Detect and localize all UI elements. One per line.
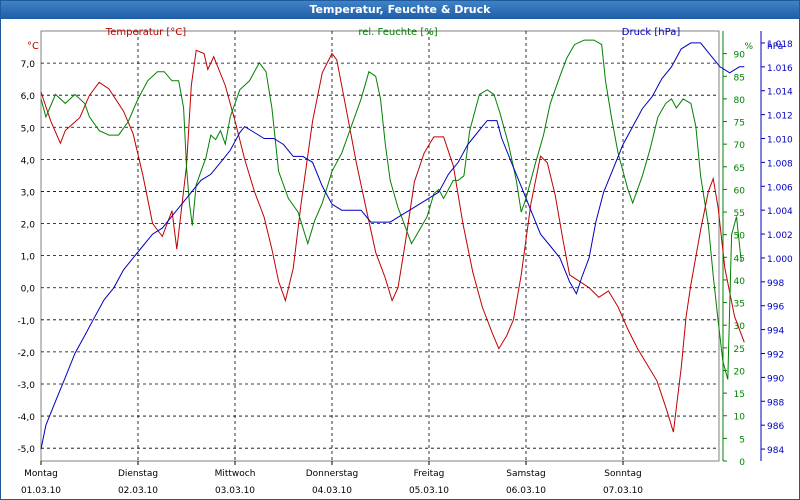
window-title: Temperatur, Feuchte & Druck	[1, 1, 799, 19]
temp-tick-label: -4,0	[17, 413, 35, 423]
hum-tick-label: 15	[734, 390, 745, 400]
x-tick-date: 06.03.10	[506, 486, 546, 496]
x-tick-day: Dienstag	[118, 469, 158, 479]
press-tick-label: 990	[767, 374, 784, 384]
press-unit-label: hPa	[767, 42, 783, 52]
x-tick-date: 01.03.10	[21, 486, 61, 496]
press-tick-label: 988	[767, 398, 784, 408]
legend-hum: rel. Feuchte [%]	[358, 27, 437, 38]
hum-tick-label: 5	[739, 435, 745, 445]
hum-tick-label: 30	[734, 322, 746, 332]
temp-tick-label: 6,0	[21, 92, 36, 102]
plot-frame	[40, 30, 720, 462]
x-tick-day: Mittwoch	[215, 469, 256, 479]
press-tick-label: 1.014	[767, 88, 793, 98]
x-tick-date: 07.03.10	[603, 486, 643, 496]
hum-tick-label: 85	[734, 73, 745, 83]
hum-tick-label: 80	[734, 96, 746, 106]
legend-temp: Temperatur [°C]	[105, 27, 186, 38]
hum-unit-label: %	[744, 42, 753, 52]
x-tick-day: Montag	[24, 469, 58, 479]
temp-tick-label: 7,0	[21, 60, 36, 70]
press-tick-label: 1.002	[767, 231, 793, 241]
hum-tick-label: 70	[734, 141, 746, 151]
press-tick-label: 986	[767, 422, 784, 432]
hum-tick-label: 50	[734, 232, 746, 242]
hum-tick-label: 20	[734, 367, 746, 377]
press-tick-label: 1.000	[767, 255, 793, 265]
x-tick-date: 02.03.10	[118, 486, 158, 496]
temp-unit-label: °C	[27, 41, 39, 52]
press-tick-label: 994	[767, 327, 784, 337]
press-tick-label: 1.006	[767, 183, 793, 193]
press-tick-label: 1.008	[767, 159, 793, 169]
press-tick-label: 996	[767, 303, 784, 313]
press-tick-label: 998	[767, 279, 784, 289]
press-tick-label: 1.016	[767, 64, 793, 74]
temp-tick-label: 3,0	[21, 188, 36, 198]
press-tick-label: 992	[767, 351, 784, 361]
hum-tick-label: 60	[734, 186, 746, 196]
series-line-press	[40, 42, 745, 450]
temp-tick-label: -2,0	[17, 349, 35, 359]
press-tick-label: 984	[767, 446, 784, 456]
hum-tick-label: 0	[739, 458, 745, 468]
hum-tick-label: 45	[734, 254, 745, 264]
temp-tick-label: -1,0	[17, 317, 35, 327]
press-tick-label: 1.010	[767, 136, 793, 146]
press-tick-label: 1.018	[767, 40, 793, 50]
hum-tick-label: 35	[734, 300, 745, 310]
legend-press: Druck [hPa]	[622, 27, 681, 38]
x-tick-date: 03.03.10	[215, 486, 255, 496]
press-tick-label: 1.004	[767, 207, 793, 217]
hum-tick-label: 55	[734, 209, 745, 219]
hum-tick-label: 40	[734, 277, 746, 287]
x-tick-date: 05.03.10	[409, 486, 449, 496]
temp-tick-label: 5,0	[21, 124, 36, 134]
x-tick-day: Freitag	[414, 469, 445, 479]
temp-tick-label: 2,0	[21, 221, 36, 231]
x-tick-day: Sonntag	[604, 469, 641, 479]
series-line-hum	[40, 39, 742, 380]
hum-tick-label: 90	[734, 51, 746, 61]
temp-tick-label: -3,0	[17, 381, 35, 391]
x-tick-date: 04.03.10	[312, 486, 352, 496]
hum-tick-label: 10	[734, 413, 746, 423]
x-tick-day: Donnerstag	[306, 469, 359, 479]
temp-tick-label: 1,0	[21, 253, 36, 263]
temp-tick-label: 0,0	[21, 285, 36, 295]
temp-tick-label: -5,0	[17, 445, 35, 455]
hum-tick-label: 75	[734, 119, 745, 129]
series-line-temp	[40, 49, 745, 433]
hum-tick-label: 25	[734, 345, 745, 355]
x-tick-day: Samstag	[506, 469, 545, 479]
press-tick-label: 1.012	[767, 112, 793, 122]
temp-tick-label: 4,0	[21, 156, 36, 166]
hum-tick-label: 65	[734, 164, 745, 174]
